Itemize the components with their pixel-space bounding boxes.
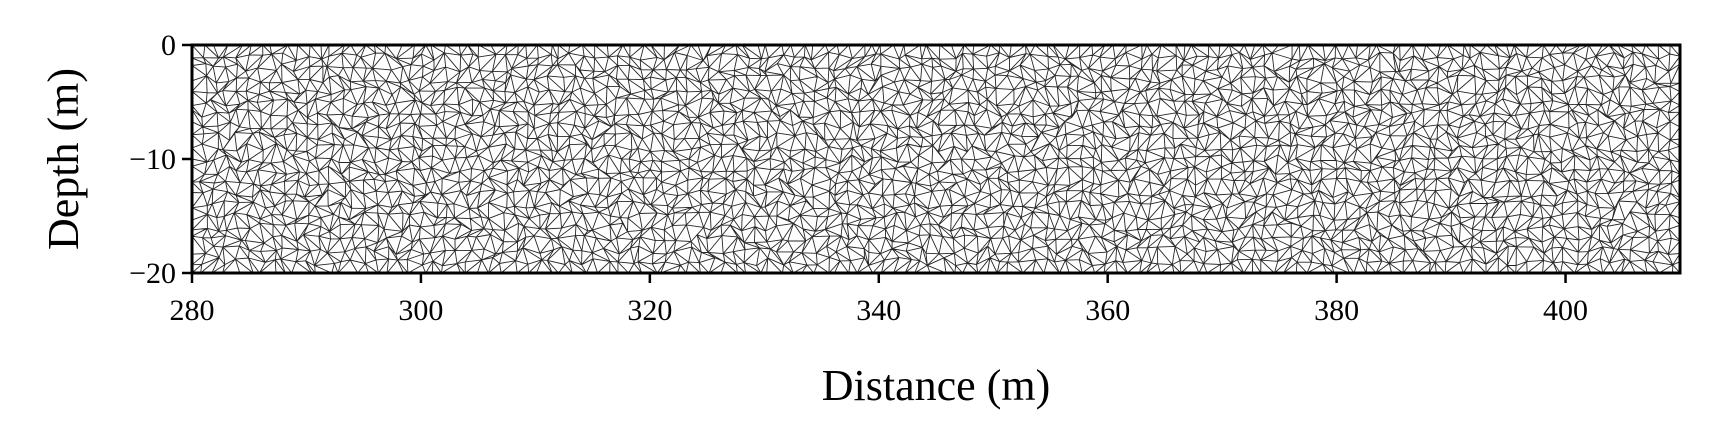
x-tick-label: 300 xyxy=(398,294,443,327)
x-axis-label: Distance (m) xyxy=(822,361,1050,410)
y-tick-label: −10 xyxy=(129,143,176,176)
x-axis-ticks: 280 300 320 340 360 380 400 xyxy=(170,273,1588,327)
y-tick-label: −20 xyxy=(129,257,176,290)
x-tick-label: 280 xyxy=(170,294,215,327)
plot-area xyxy=(190,43,1682,275)
x-tick-label: 360 xyxy=(1085,294,1130,327)
y-tick-label: 0 xyxy=(161,29,176,62)
x-tick-label: 400 xyxy=(1543,294,1588,327)
y-axis-label: Depth (m) xyxy=(39,68,88,250)
x-tick-label: 340 xyxy=(856,294,901,327)
x-tick-label: 320 xyxy=(627,294,672,327)
x-tick-label: 380 xyxy=(1314,294,1359,327)
y-axis-ticks: 0 −10 −20 xyxy=(129,29,192,290)
